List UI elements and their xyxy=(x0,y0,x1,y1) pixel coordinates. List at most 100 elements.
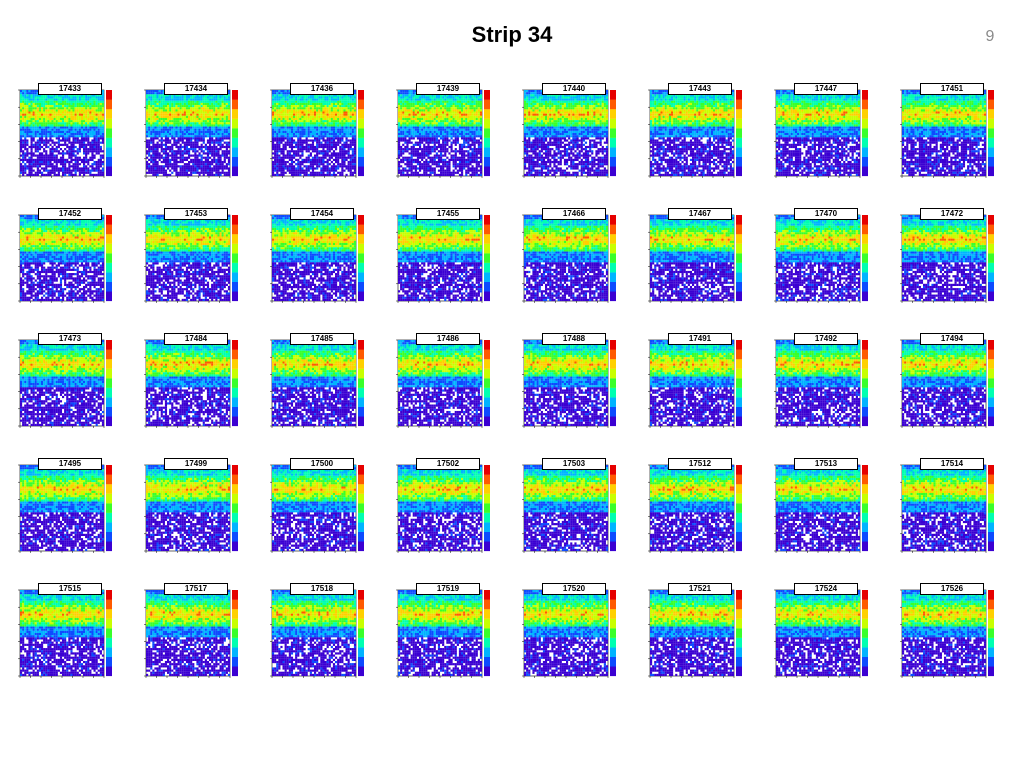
heatmap-cell xyxy=(45,100,48,103)
heatmap-cell xyxy=(280,122,283,125)
heatmap-cell xyxy=(295,120,298,123)
heatmap-cell xyxy=(316,171,319,174)
heatmap-cell xyxy=(435,102,438,106)
heatmap-cell xyxy=(209,109,212,112)
heatmap-cell xyxy=(274,152,277,155)
heatmap-cell xyxy=(162,98,165,101)
heatmap-cell xyxy=(101,130,105,134)
heatmap-cell xyxy=(297,133,300,136)
heatmap-cell xyxy=(282,102,285,106)
heatmap-cell xyxy=(99,98,102,101)
heatmap-cell xyxy=(305,98,308,101)
heatmap-cell xyxy=(146,128,149,131)
heatmap-cell xyxy=(400,98,403,101)
heatmap-cell xyxy=(194,152,197,155)
heatmap-cell xyxy=(148,94,151,97)
heatmap-cell xyxy=(74,133,77,136)
heatmap-cell xyxy=(171,98,174,101)
heatmap-cell xyxy=(32,109,35,112)
heatmap-cell xyxy=(47,160,50,164)
heatmap-cell xyxy=(204,152,207,155)
heatmap-cell xyxy=(83,115,86,118)
heatmap-cell xyxy=(41,160,44,164)
heatmap-cell xyxy=(152,137,155,140)
heatmap-cell xyxy=(173,143,176,146)
heatmap-cell xyxy=(57,113,60,116)
heatmap-cell xyxy=(20,105,23,108)
heatmap-cell xyxy=(347,111,350,114)
heatmap-cell xyxy=(311,109,315,112)
heatmap-cell xyxy=(83,165,86,168)
heatmap-cell xyxy=(423,113,426,116)
heatmap-cell xyxy=(288,165,291,168)
heatmap-cell xyxy=(288,90,291,93)
heatmap-cell xyxy=(318,137,321,140)
heatmap-cell xyxy=(477,107,480,110)
heatmap-cell xyxy=(169,145,172,149)
heatmap-cell xyxy=(353,165,357,168)
heatmap-cell xyxy=(337,137,340,140)
heatmap-cell xyxy=(284,133,287,136)
heatmap-cell xyxy=(328,143,331,146)
heatmap-cell xyxy=(83,148,86,151)
heatmap-cell xyxy=(36,102,39,106)
heatmap-cell xyxy=(278,115,281,118)
heatmap-cell xyxy=(34,130,37,134)
heatmap-cell xyxy=(30,105,33,108)
heatmap-cell xyxy=(43,156,46,159)
heatmap-cell xyxy=(225,167,228,170)
heatmap-cell xyxy=(330,152,333,155)
heatmap-cell xyxy=(181,173,184,177)
heatmap-cell xyxy=(437,100,441,103)
heatmap-cell xyxy=(221,135,224,138)
heatmap-cell xyxy=(318,139,321,142)
heatmap-cell xyxy=(305,137,308,140)
heatmap-cell xyxy=(22,152,25,155)
heatmap-cell xyxy=(95,130,98,134)
heatmap-cell xyxy=(150,165,153,168)
heatmap-cell xyxy=(24,141,27,144)
heatmap-cell xyxy=(99,158,102,161)
heatmap-cell xyxy=(297,163,300,166)
heatmap-cell xyxy=(194,169,197,172)
heatmap-cell xyxy=(305,145,308,149)
heatmap-cell xyxy=(297,137,300,140)
heatmap-cell xyxy=(416,102,420,106)
heatmap-cell xyxy=(473,111,476,114)
heatmap-cell xyxy=(351,128,354,131)
heatmap-cell xyxy=(477,100,480,103)
heatmap-cell xyxy=(339,165,342,168)
heatmap-cell xyxy=(335,135,338,138)
heatmap-cell xyxy=(337,115,340,118)
heatmap-cell xyxy=(318,160,321,164)
heatmap-cell xyxy=(209,126,212,129)
heatmap-cell xyxy=(349,143,352,146)
heatmap-cell xyxy=(28,173,31,177)
heatmap-cell xyxy=(202,156,205,159)
heatmap-cell xyxy=(330,160,333,164)
heatmap-cell xyxy=(206,130,210,134)
heatmap-cell xyxy=(194,111,197,114)
heatmap-cell xyxy=(423,102,426,106)
heatmap-cell xyxy=(227,102,231,106)
heatmap-cell xyxy=(341,102,344,106)
heatmap-cell xyxy=(183,135,186,138)
heatmap-cell xyxy=(274,117,277,121)
heatmap-cell xyxy=(45,137,48,140)
heatmap-cell xyxy=(169,117,172,121)
heatmap-cell xyxy=(181,139,184,142)
heatmap-cell xyxy=(435,111,438,114)
heatmap-cell xyxy=(26,128,29,131)
heatmap-cell xyxy=(330,117,333,121)
heatmap-cell xyxy=(223,130,226,134)
heatmap-cell xyxy=(225,152,228,155)
heatmap-cell xyxy=(72,102,75,106)
heatmap-cell xyxy=(85,98,88,101)
heatmap-cell xyxy=(152,120,155,123)
heatmap-cell xyxy=(465,102,468,106)
heatmap-cell xyxy=(179,169,182,172)
heatmap-cell xyxy=(307,117,310,121)
heatmap-cell xyxy=(328,137,331,140)
heatmap-cell xyxy=(278,158,281,161)
heatmap-cell xyxy=(347,124,350,127)
